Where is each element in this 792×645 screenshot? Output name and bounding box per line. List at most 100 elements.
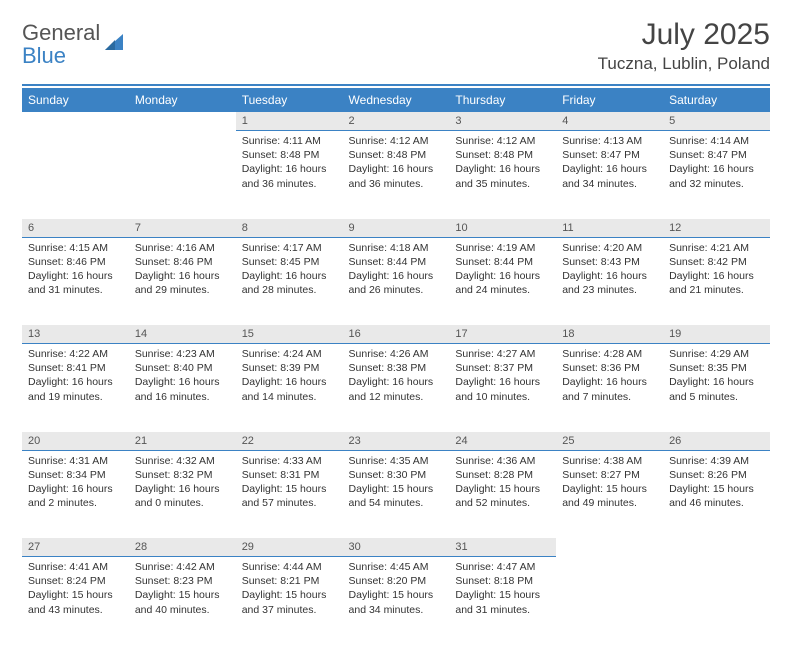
day-cell: Sunrise: 4:17 AMSunset: 8:45 PMDaylight:… xyxy=(236,237,343,325)
day-number-cell: 21 xyxy=(129,432,236,451)
day-number-cell: 29 xyxy=(236,538,343,557)
day-cell: Sunrise: 4:42 AMSunset: 8:23 PMDaylight:… xyxy=(129,557,236,645)
day-number-cell: 2 xyxy=(343,112,450,131)
day-number-cell: 22 xyxy=(236,432,343,451)
day-details: Sunrise: 4:47 AMSunset: 8:18 PMDaylight:… xyxy=(449,557,556,623)
day-cell: Sunrise: 4:13 AMSunset: 8:47 PMDaylight:… xyxy=(556,131,663,219)
day-cell: Sunrise: 4:31 AMSunset: 8:34 PMDaylight:… xyxy=(22,450,129,538)
day-details: Sunrise: 4:12 AMSunset: 8:48 PMDaylight:… xyxy=(449,131,556,197)
day-number-row: 13141516171819 xyxy=(22,325,770,344)
day-number-row: 20212223242526 xyxy=(22,432,770,451)
day-cell: Sunrise: 4:33 AMSunset: 8:31 PMDaylight:… xyxy=(236,450,343,538)
day-number-cell: 14 xyxy=(129,325,236,344)
day-details: Sunrise: 4:21 AMSunset: 8:42 PMDaylight:… xyxy=(663,238,770,304)
day-number-cell: 11 xyxy=(556,219,663,238)
day-number-cell: 27 xyxy=(22,538,129,557)
day-content-row: Sunrise: 4:22 AMSunset: 8:41 PMDaylight:… xyxy=(22,344,770,432)
day-header: Wednesday xyxy=(343,88,450,112)
day-cell: Sunrise: 4:18 AMSunset: 8:44 PMDaylight:… xyxy=(343,237,450,325)
day-details: Sunrise: 4:39 AMSunset: 8:26 PMDaylight:… xyxy=(663,451,770,517)
day-cell xyxy=(663,557,770,645)
day-details: Sunrise: 4:35 AMSunset: 8:30 PMDaylight:… xyxy=(343,451,450,517)
day-number-cell xyxy=(129,112,236,131)
day-number-cell: 10 xyxy=(449,219,556,238)
day-cell: Sunrise: 4:32 AMSunset: 8:32 PMDaylight:… xyxy=(129,450,236,538)
day-number-cell: 19 xyxy=(663,325,770,344)
day-header-row: SundayMondayTuesdayWednesdayThursdayFrid… xyxy=(22,88,770,112)
day-number-cell: 16 xyxy=(343,325,450,344)
day-number-cell: 8 xyxy=(236,219,343,238)
day-details: Sunrise: 4:14 AMSunset: 8:47 PMDaylight:… xyxy=(663,131,770,197)
day-cell: Sunrise: 4:28 AMSunset: 8:36 PMDaylight:… xyxy=(556,344,663,432)
day-details: Sunrise: 4:12 AMSunset: 8:48 PMDaylight:… xyxy=(343,131,450,197)
day-header: Saturday xyxy=(663,88,770,112)
day-cell: Sunrise: 4:47 AMSunset: 8:18 PMDaylight:… xyxy=(449,557,556,645)
day-details: Sunrise: 4:22 AMSunset: 8:41 PMDaylight:… xyxy=(22,344,129,410)
day-details: Sunrise: 4:32 AMSunset: 8:32 PMDaylight:… xyxy=(129,451,236,517)
day-number-cell: 4 xyxy=(556,112,663,131)
day-details: Sunrise: 4:11 AMSunset: 8:48 PMDaylight:… xyxy=(236,131,343,197)
day-content-row: Sunrise: 4:11 AMSunset: 8:48 PMDaylight:… xyxy=(22,131,770,219)
day-details: Sunrise: 4:17 AMSunset: 8:45 PMDaylight:… xyxy=(236,238,343,304)
day-cell: Sunrise: 4:14 AMSunset: 8:47 PMDaylight:… xyxy=(663,131,770,219)
month-title: July 2025 xyxy=(598,18,770,52)
day-cell: Sunrise: 4:35 AMSunset: 8:30 PMDaylight:… xyxy=(343,450,450,538)
day-details: Sunrise: 4:41 AMSunset: 8:24 PMDaylight:… xyxy=(22,557,129,623)
day-number-cell: 20 xyxy=(22,432,129,451)
day-cell: Sunrise: 4:12 AMSunset: 8:48 PMDaylight:… xyxy=(343,131,450,219)
day-number-row: 12345 xyxy=(22,112,770,131)
day-content-row: Sunrise: 4:41 AMSunset: 8:24 PMDaylight:… xyxy=(22,557,770,645)
day-details: Sunrise: 4:26 AMSunset: 8:38 PMDaylight:… xyxy=(343,344,450,410)
day-number-cell xyxy=(22,112,129,131)
title-underline xyxy=(22,84,770,86)
day-cell: Sunrise: 4:29 AMSunset: 8:35 PMDaylight:… xyxy=(663,344,770,432)
day-number-cell: 18 xyxy=(556,325,663,344)
day-number-cell: 13 xyxy=(22,325,129,344)
day-number-cell xyxy=(556,538,663,557)
day-number-cell: 17 xyxy=(449,325,556,344)
logo-sail-icon xyxy=(105,32,127,52)
day-details: Sunrise: 4:28 AMSunset: 8:36 PMDaylight:… xyxy=(556,344,663,410)
day-header: Tuesday xyxy=(236,88,343,112)
day-details: Sunrise: 4:38 AMSunset: 8:27 PMDaylight:… xyxy=(556,451,663,517)
day-details: Sunrise: 4:44 AMSunset: 8:21 PMDaylight:… xyxy=(236,557,343,623)
day-cell: Sunrise: 4:41 AMSunset: 8:24 PMDaylight:… xyxy=(22,557,129,645)
day-details: Sunrise: 4:31 AMSunset: 8:34 PMDaylight:… xyxy=(22,451,129,517)
day-number-cell xyxy=(663,538,770,557)
day-cell: Sunrise: 4:15 AMSunset: 8:46 PMDaylight:… xyxy=(22,237,129,325)
day-cell: Sunrise: 4:12 AMSunset: 8:48 PMDaylight:… xyxy=(449,131,556,219)
day-details: Sunrise: 4:16 AMSunset: 8:46 PMDaylight:… xyxy=(129,238,236,304)
calendar-table: SundayMondayTuesdayWednesdayThursdayFrid… xyxy=(22,88,770,645)
day-number-row: 6789101112 xyxy=(22,219,770,238)
day-number-cell: 25 xyxy=(556,432,663,451)
day-details: Sunrise: 4:45 AMSunset: 8:20 PMDaylight:… xyxy=(343,557,450,623)
day-header: Thursday xyxy=(449,88,556,112)
day-header: Monday xyxy=(129,88,236,112)
day-number-row: 2728293031 xyxy=(22,538,770,557)
day-cell xyxy=(556,557,663,645)
day-number-cell: 24 xyxy=(449,432,556,451)
location: Tuczna, Lublin, Poland xyxy=(598,54,770,74)
day-cell: Sunrise: 4:22 AMSunset: 8:41 PMDaylight:… xyxy=(22,344,129,432)
day-number-cell: 15 xyxy=(236,325,343,344)
day-cell: Sunrise: 4:16 AMSunset: 8:46 PMDaylight:… xyxy=(129,237,236,325)
day-cell xyxy=(22,131,129,219)
day-number-cell: 6 xyxy=(22,219,129,238)
day-number-cell: 1 xyxy=(236,112,343,131)
day-cell: Sunrise: 4:36 AMSunset: 8:28 PMDaylight:… xyxy=(449,450,556,538)
day-details: Sunrise: 4:13 AMSunset: 8:47 PMDaylight:… xyxy=(556,131,663,197)
day-details: Sunrise: 4:19 AMSunset: 8:44 PMDaylight:… xyxy=(449,238,556,304)
day-cell: Sunrise: 4:11 AMSunset: 8:48 PMDaylight:… xyxy=(236,131,343,219)
day-cell: Sunrise: 4:23 AMSunset: 8:40 PMDaylight:… xyxy=(129,344,236,432)
day-number-cell: 26 xyxy=(663,432,770,451)
day-cell: Sunrise: 4:44 AMSunset: 8:21 PMDaylight:… xyxy=(236,557,343,645)
logo: General Blue xyxy=(22,22,127,68)
day-details: Sunrise: 4:42 AMSunset: 8:23 PMDaylight:… xyxy=(129,557,236,623)
day-details: Sunrise: 4:29 AMSunset: 8:35 PMDaylight:… xyxy=(663,344,770,410)
day-number-cell: 31 xyxy=(449,538,556,557)
day-cell: Sunrise: 4:19 AMSunset: 8:44 PMDaylight:… xyxy=(449,237,556,325)
day-number-cell: 28 xyxy=(129,538,236,557)
day-content-row: Sunrise: 4:15 AMSunset: 8:46 PMDaylight:… xyxy=(22,237,770,325)
day-number-cell: 5 xyxy=(663,112,770,131)
day-cell: Sunrise: 4:45 AMSunset: 8:20 PMDaylight:… xyxy=(343,557,450,645)
